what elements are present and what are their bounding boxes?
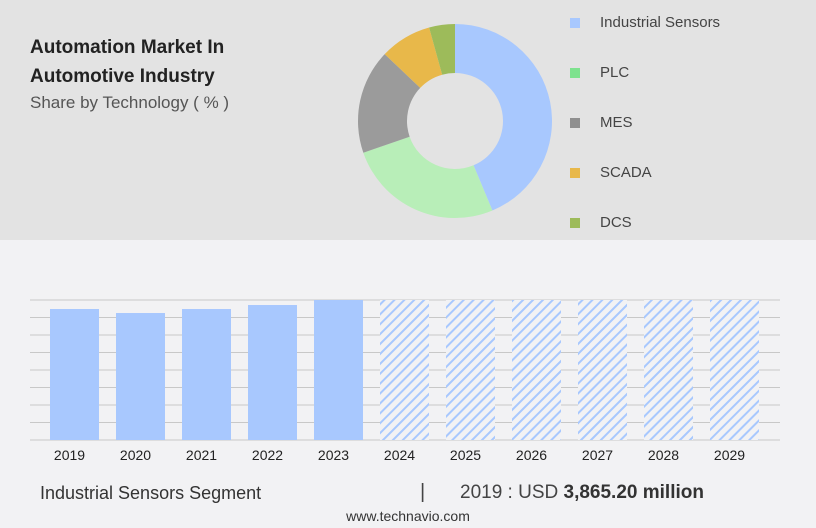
x-tick-label: 2019 bbox=[54, 447, 85, 463]
segment-value: 2019 : USD 3,865.20 million bbox=[460, 482, 704, 504]
legend-swatch bbox=[570, 167, 580, 178]
donut-slice-dcs bbox=[429, 24, 455, 75]
legend-item: Industrial Sensors bbox=[570, 14, 720, 31]
legend-swatch bbox=[570, 67, 580, 78]
bar-2029 bbox=[710, 300, 759, 440]
donut-slice-scada bbox=[384, 27, 443, 88]
x-tick-label: 2029 bbox=[714, 447, 745, 463]
x-tick-label: 2022 bbox=[252, 447, 283, 463]
donut-slice-mes bbox=[358, 54, 421, 153]
bar-2019 bbox=[50, 309, 99, 440]
bar-2022 bbox=[248, 305, 297, 440]
x-tick-label: 2021 bbox=[186, 447, 217, 463]
legend-item: MES bbox=[570, 114, 633, 131]
x-tick-label: 2026 bbox=[516, 447, 547, 463]
x-tick-label: 2024 bbox=[384, 447, 415, 463]
value-text: 3,865.20 million bbox=[563, 482, 704, 503]
chart-subtitle: Share by Technology ( % ) bbox=[30, 93, 230, 112]
legend-label: PLC bbox=[600, 64, 630, 81]
donut-slice-plc bbox=[363, 136, 493, 218]
legend-swatch bbox=[570, 217, 580, 228]
legend-item: SCADA bbox=[570, 164, 652, 181]
separator: | bbox=[420, 481, 426, 503]
x-tick-label: 2025 bbox=[450, 447, 481, 463]
donut-slice-industrial-sensors bbox=[455, 24, 552, 211]
legend-label: SCADA bbox=[600, 164, 652, 181]
x-tick-label: 2027 bbox=[582, 447, 613, 463]
source-url: www.technavio.com bbox=[346, 508, 470, 524]
legend-item: PLC bbox=[570, 64, 629, 81]
bar-2020 bbox=[116, 313, 165, 440]
bar-2026 bbox=[512, 300, 561, 440]
bar-2021 bbox=[182, 309, 231, 440]
bar-chart: 2019 2020 2021 2022 2023 2024 2025 2026 2027 2028… bbox=[30, 299, 780, 463]
legend-swatch bbox=[570, 117, 580, 128]
segment-label: Industrial Sensors Segment bbox=[40, 483, 262, 503]
donut-chart bbox=[358, 24, 552, 218]
chart-title: Automation Market In Automotive Industry bbox=[30, 37, 225, 87]
x-tick-label: 2023 bbox=[318, 447, 349, 463]
legend-item: DCS bbox=[570, 214, 632, 231]
bar-2028 bbox=[644, 300, 693, 440]
legend-label: MES bbox=[600, 114, 633, 131]
legend-swatch bbox=[570, 17, 580, 28]
x-tick-label: 2020 bbox=[120, 447, 151, 463]
bar-2024 bbox=[380, 300, 429, 440]
bar-2025 bbox=[446, 300, 495, 440]
legend-label: DCS bbox=[600, 214, 632, 231]
legend-label: Industrial Sensors bbox=[600, 14, 721, 31]
year-label: 2019 : USD bbox=[460, 482, 559, 503]
bar-2023 bbox=[314, 300, 363, 440]
x-tick-label: 2028 bbox=[648, 447, 679, 463]
bar-2027 bbox=[578, 300, 627, 440]
